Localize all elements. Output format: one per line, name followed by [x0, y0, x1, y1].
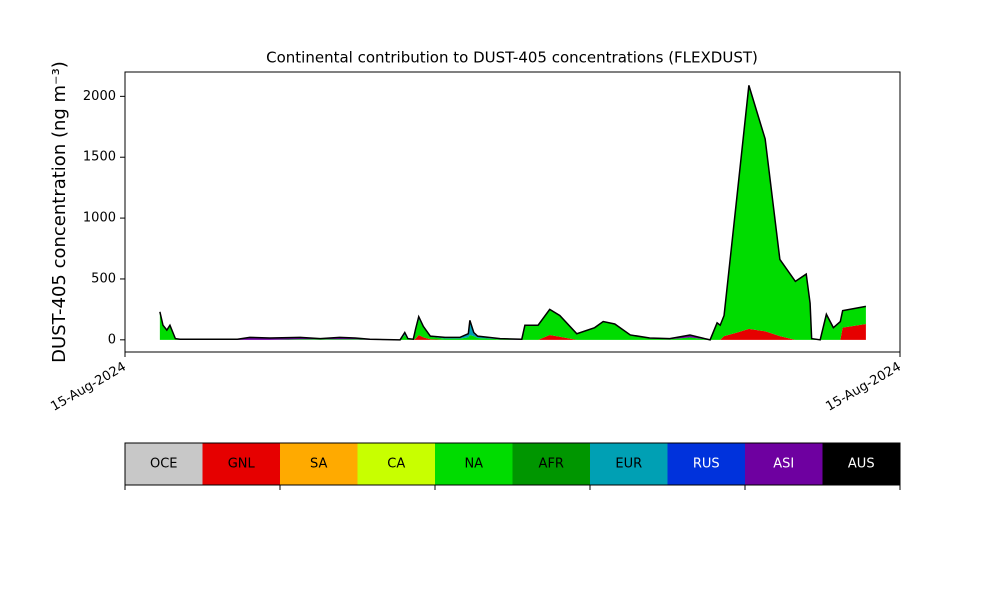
legend-label: AUS [848, 457, 875, 472]
legend-swatch [590, 443, 668, 485]
legend-label: OCE [150, 457, 178, 472]
x-tick-label: 15-Aug-2024 [823, 360, 903, 415]
y-tick-label: 1000 [83, 211, 116, 226]
legend-label: CA [387, 457, 405, 472]
legend-label: NA [464, 457, 483, 472]
chart-title: Continental contribution to DUST-405 con… [266, 49, 758, 67]
legend-label: AFR [539, 457, 564, 472]
legend-label: RUS [693, 457, 720, 472]
legend-swatch [280, 443, 358, 485]
legend-label: SA [310, 457, 327, 472]
y-tick-label: 1500 [83, 150, 116, 165]
legend-swatch [667, 443, 745, 485]
legend-label: GNL [228, 457, 256, 472]
legend-swatch [125, 443, 203, 485]
legend-swatch [435, 443, 513, 485]
y-tick-label: 0 [108, 332, 116, 347]
colorbar: OCE GNL SA CA NA AFR EUR RUS ASI AUS [125, 443, 900, 485]
y-axis-label: DUST-405 concentration (ng m⁻³) [49, 61, 70, 363]
y-tick-label: 2000 [83, 89, 116, 104]
legend-swatch [745, 443, 823, 485]
y-tick-label: 500 [91, 271, 116, 286]
legend-label: ASI [773, 457, 794, 472]
legend-swatch [512, 443, 590, 485]
outline [159, 85, 867, 341]
legend-swatch [357, 443, 435, 485]
plot-area [159, 85, 867, 341]
colorbar-frame [124, 442, 901, 486]
legend-label: EUR [615, 457, 642, 472]
area [159, 85, 866, 340]
plot-frame [124, 71, 901, 353]
x-tick-label: 15-Aug-2024 [48, 360, 128, 415]
legend-swatch [202, 443, 280, 485]
legend-swatch [822, 443, 900, 485]
colorbar-ticks [124, 485, 901, 490]
